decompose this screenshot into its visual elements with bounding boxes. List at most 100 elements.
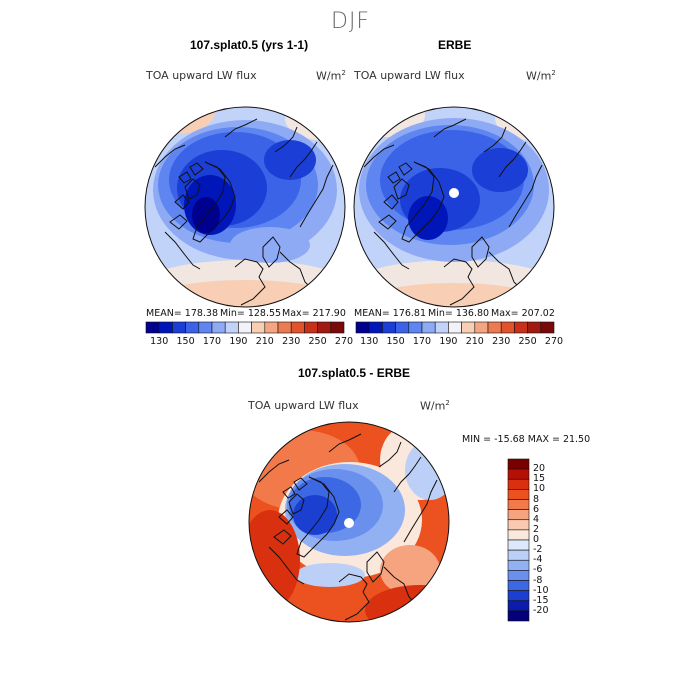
panel1-min: Min= 128.55 [220,308,282,319]
colorbar-tick-label: 6 [533,503,540,515]
colorbar-swatch [290,321,305,334]
colorbar-swatch [421,321,436,334]
diff-variable: TOA upward LW flux [248,399,359,412]
colorbar-swatch [238,321,252,334]
colorbar-swatch [330,321,345,334]
colorbar-tick-label: -2 [533,544,543,556]
panel2-min: Min= 136.80 [428,308,490,319]
colorbar-tick-label: 190 [439,336,458,347]
colorbar-swatch [474,321,489,334]
colorbar-tick-label: -20 [533,604,549,616]
panel1-map [144,106,346,308]
colorbar-tick-label: 10 [533,483,546,495]
colorbar-tick-label: 230 [492,336,511,347]
colorbar-tick-label: 230 [282,336,301,347]
panel2-max: Max= 207.02 [491,308,555,319]
colorbar-tick-label: 170 [412,336,432,347]
colorbar-swatch [507,458,530,470]
colorbar-swatch [172,321,186,334]
colorbar-swatch [507,610,530,622]
panel1-units: W/m2 [316,69,346,83]
colorbar-swatch [264,321,279,334]
colorbar-swatch [507,549,530,561]
colorbar-tick-label: -8 [533,574,543,586]
colorbar-swatch [507,580,530,591]
colorbar-swatch [540,321,555,334]
colorbar-swatch [527,321,542,334]
colorbar-tick-label: 15 [533,473,546,485]
panel1-max: Max= 217.90 [282,308,346,319]
colorbar-tick-label: -15 [533,594,549,606]
colorbar-swatch [224,321,239,334]
colorbar-swatch [507,529,530,541]
colorbar-swatch [198,321,213,334]
colorbar-tick-label: 150 [176,336,195,347]
colorbar-swatch [487,321,502,334]
colorbar-diff [507,458,530,622]
colorbar-swatch [368,321,383,334]
panel2-units: W/m2 [526,69,556,83]
colorbar-swatch [434,321,449,334]
pole-mask [344,518,354,528]
panel1-subtitle: 107.splat0.5 (yrs 1-1) [190,38,309,52]
colorbar-tick-label: 210 [255,336,274,347]
colorbar-swatch [277,321,292,334]
colorbar-tick-label: 270 [334,336,354,347]
colorbar-swatch [382,321,396,334]
panel2-map [353,106,555,308]
colorbar-swatch [507,559,530,571]
colorbar-swatch [448,321,462,334]
colorbar-tick-label: -10 [533,584,549,596]
colorbar-tick-label: 4 [533,513,540,525]
diff-units: W/m2 [420,399,450,413]
colorbar-swatch [507,499,530,510]
panel1-mean: MEAN= 178.38 [146,308,219,319]
colorbar-swatch [507,489,530,500]
colorbar-tick-label: 20 [533,463,546,475]
colorbar-swatch [211,321,226,334]
colorbar-swatch [355,321,370,334]
colorbar-swatch [507,478,530,490]
colorbar-top2 [355,321,555,334]
colorbar-swatch [461,321,476,334]
colorbar-swatch [145,321,160,334]
panel2-mean: MEAN= 176.81 [354,308,427,319]
colorbar-tick-label: 250 [308,336,327,347]
colorbar-tick-label: 270 [544,336,564,347]
colorbar-swatch [500,321,515,334]
colorbar-tick-label: 170 [202,336,222,347]
colorbar-tick-label: 150 [386,336,405,347]
colorbar-swatch [304,321,318,334]
colorbar-tick-label: 210 [465,336,484,347]
colorbar-tick-label: 0 [533,534,540,545]
colorbar-tick-label: 130 [360,336,379,347]
diff-map [248,421,450,623]
colorbar-swatch [507,468,530,480]
colorbar-tick-label: 2 [533,523,540,535]
diff-stats: MIN = -15.68 MAX = 21.50 [462,434,591,445]
pole-mask [449,188,459,198]
page-title: DJF [331,9,371,34]
colorbar-tick-label: 190 [229,336,248,347]
colorbar-top1 [145,321,345,334]
colorbar-swatch [251,321,266,334]
colorbar-tick-label: 250 [518,336,537,347]
colorbar-tick-label: -6 [533,564,543,576]
colorbar-swatch [158,321,173,334]
colorbar-swatch [507,509,530,521]
diff-subtitle: 107.splat0.5 - ERBE [298,366,411,380]
panel2-variable: TOA upward LW flux [354,69,465,82]
colorbar-tick-label: -4 [533,554,543,566]
colorbar-swatch [514,321,528,334]
panel1-variable: TOA upward LW flux [146,69,257,82]
colorbar-swatch [507,570,530,581]
colorbar-swatch [507,539,530,551]
colorbar-tick-label: 8 [533,493,540,505]
colorbar-swatch [395,321,410,334]
colorbar-swatch [317,321,332,334]
colorbar-swatch [408,321,423,334]
colorbar-swatch [507,600,530,612]
colorbar-swatch [507,590,530,602]
colorbar-swatch [185,321,200,334]
